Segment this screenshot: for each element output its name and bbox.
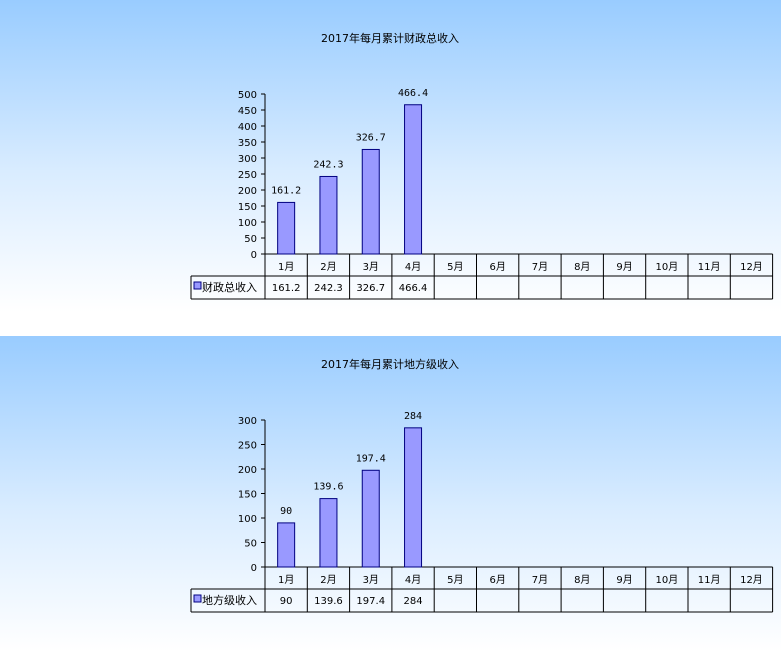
bar-data-label: 197.4	[356, 453, 386, 464]
x-category-label: 9月	[616, 574, 632, 586]
y-tick-label: 50	[244, 539, 257, 550]
x-category-label: 10月	[655, 574, 678, 586]
x-category-label: 6月	[489, 574, 505, 586]
table-value-cell: 161.2	[272, 283, 301, 294]
chart-panel-local-revenue: 2017年每月累计地方级收入 0 50 100 150 200 250 300 地方级收入 1月 9…	[0, 336, 781, 651]
y-tick-label: 0	[251, 563, 257, 574]
table-value-cell: 242.3	[314, 283, 343, 294]
chart-panel-fiscal-total: 2017年每月累计财政总收入 0 50 100 150 200 250 300 350 400 45…	[0, 0, 781, 312]
legend-series-name: 地方级收入	[202, 593, 257, 607]
y-tick-label: 250	[238, 170, 257, 181]
y-tick-label: 400	[238, 122, 257, 133]
bar	[404, 427, 423, 568]
table-value-cell: 90	[280, 596, 293, 607]
bar	[361, 148, 380, 255]
bar	[277, 201, 296, 255]
bar	[404, 104, 423, 255]
bar-data-label: 284	[404, 411, 422, 422]
bar-data-label: 139.6	[313, 482, 343, 493]
x-category-label: 1月	[278, 261, 294, 273]
x-category-label: 2月	[320, 261, 336, 273]
x-category-label: 7月	[532, 574, 548, 586]
y-tick-label: 200	[238, 186, 257, 197]
x-category-label: 4月	[405, 261, 421, 273]
y-tick-label: 100	[238, 514, 257, 525]
bar-data-label: 161.2	[271, 185, 301, 196]
bar-data-label: 466.4	[398, 88, 428, 99]
y-tick-label: 50	[244, 234, 257, 245]
x-category-label: 7月	[532, 261, 548, 273]
table-value-cell: 139.6	[314, 596, 343, 607]
chart-local-revenue: 2017年每月累计地方级收入 0 50 100 150 200 250 300 地方级收入 1月 9…	[190, 357, 774, 613]
x-category-label: 3月	[363, 574, 379, 586]
bar	[361, 469, 380, 568]
legend-key	[193, 281, 202, 290]
chart-fiscal-total: 2017年每月累计财政总收入 0 50 100 150 200 250 300 350 400 45…	[190, 31, 774, 300]
bar	[277, 522, 296, 568]
y-tick-label: 300	[238, 416, 257, 427]
table-value-cell: 326.7	[356, 283, 385, 294]
x-category-label: 4月	[405, 574, 421, 586]
y-tick-label: 450	[238, 106, 257, 117]
x-category-label: 11月	[698, 574, 721, 586]
bar	[319, 175, 338, 255]
x-category-label: 8月	[574, 261, 590, 273]
x-category-label: 3月	[363, 261, 379, 273]
table-value-cell: 466.4	[399, 283, 428, 294]
y-tick-label: 150	[238, 490, 257, 501]
y-tick-label: 200	[238, 465, 257, 476]
x-category-label: 8月	[574, 574, 590, 586]
y-tick-label: 250	[238, 441, 257, 452]
x-category-label: 9月	[616, 261, 632, 273]
x-category-label: 12月	[740, 261, 763, 273]
y-tick-label: 150	[238, 202, 257, 213]
table-value-cell: 284	[404, 596, 423, 607]
table-value-cell: 197.4	[356, 596, 385, 607]
x-category-label: 5月	[447, 574, 463, 586]
legend-key	[193, 594, 202, 603]
x-category-label: 10月	[655, 261, 678, 273]
bar	[319, 498, 338, 568]
y-tick-label: 300	[238, 154, 257, 165]
x-category-label: 2月	[320, 574, 336, 586]
x-category-label: 5月	[447, 261, 463, 273]
y-tick-label: 100	[238, 218, 257, 229]
x-category-label: 6月	[489, 261, 505, 273]
y-tick-label: 500	[238, 90, 257, 101]
bar-data-label: 326.7	[356, 132, 386, 143]
chart-title: 2017年每月累计地方级收入	[321, 357, 459, 371]
x-category-label: 12月	[740, 574, 763, 586]
chart-title: 2017年每月累计财政总收入	[321, 31, 459, 45]
y-tick-label: 0	[251, 250, 257, 261]
y-tick-label: 350	[238, 138, 257, 149]
bar-data-label: 90	[280, 506, 292, 517]
x-category-label: 1月	[278, 574, 294, 586]
bar-data-label: 242.3	[313, 159, 343, 170]
legend-series-name: 财政总收入	[202, 280, 257, 294]
x-category-label: 11月	[698, 261, 721, 273]
